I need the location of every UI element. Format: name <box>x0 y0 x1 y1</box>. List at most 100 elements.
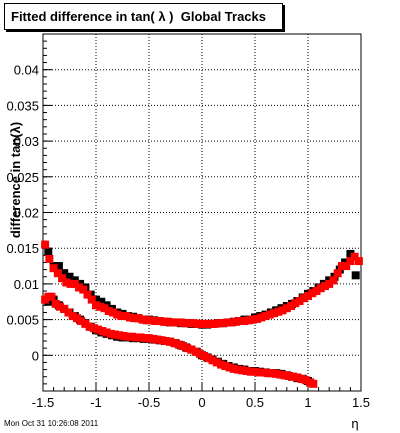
data-point <box>121 312 130 321</box>
title-box: Fitted difference in tan( λ ) Global Tra… <box>4 3 283 30</box>
y-tick-label: 0.03 <box>14 134 39 149</box>
x-tick-label: 0.5 <box>246 395 264 410</box>
chart-title: Fitted difference in tan( λ ) Global Tra… <box>11 9 266 24</box>
data-point <box>210 319 219 328</box>
data-point <box>304 292 312 301</box>
data-point <box>170 339 179 348</box>
data-point <box>98 327 107 336</box>
data-point <box>229 364 238 373</box>
plot-frame <box>42 33 362 392</box>
data-point <box>208 356 217 365</box>
x-tick-label: -1 <box>90 395 102 410</box>
data-point <box>168 318 177 327</box>
data-point <box>149 334 158 343</box>
data-point <box>45 254 54 263</box>
data-point <box>134 314 143 323</box>
data-point <box>219 319 228 328</box>
data-point <box>280 371 289 380</box>
y-tick-label: 0.015 <box>6 241 39 256</box>
data-point <box>227 318 236 327</box>
data-point <box>253 314 262 323</box>
data-point <box>113 310 122 319</box>
timestamp: Mon Oct 31 10:26:08 2011 <box>4 419 99 428</box>
data-point <box>111 330 120 339</box>
data-point <box>287 302 296 311</box>
data-point <box>102 328 111 337</box>
data-point <box>140 334 149 343</box>
data-point <box>270 309 279 318</box>
data-point <box>189 319 198 328</box>
data-point <box>282 304 291 313</box>
data-point <box>151 317 160 326</box>
data-point <box>96 302 105 311</box>
data-point <box>130 314 139 323</box>
data-point <box>251 367 259 376</box>
data-point <box>223 318 232 327</box>
data-point <box>212 358 221 367</box>
data-point <box>92 301 100 310</box>
x-axis-label: η <box>351 416 358 431</box>
data-point <box>97 297 106 306</box>
data-point <box>217 360 226 369</box>
data-point <box>174 340 183 349</box>
data-point <box>47 292 56 301</box>
data-point <box>225 363 234 372</box>
data-point <box>53 269 62 278</box>
data-point <box>242 367 251 376</box>
y-tick-label: 0.04 <box>14 63 39 78</box>
data-point <box>255 368 264 377</box>
data-point <box>221 362 230 371</box>
data-point <box>65 272 74 281</box>
data-point <box>157 336 166 345</box>
y-tick-label: 0.02 <box>14 206 39 221</box>
data-point <box>60 304 69 313</box>
data-point <box>181 319 190 328</box>
data-point <box>104 307 113 316</box>
data-point <box>244 316 253 325</box>
data-point <box>297 374 306 383</box>
data-point <box>77 317 86 326</box>
data-point <box>337 262 346 271</box>
data-point <box>198 319 206 328</box>
data-point <box>178 342 187 351</box>
data-point <box>291 299 300 308</box>
data-point <box>333 269 342 278</box>
data-point <box>329 276 338 285</box>
data-point <box>54 262 63 271</box>
data-point <box>85 322 94 331</box>
x-tick-label: 0 <box>198 395 205 410</box>
data-point <box>166 337 175 346</box>
data-point <box>100 304 109 313</box>
data-point <box>236 317 245 326</box>
data-point <box>274 307 283 316</box>
data-point <box>138 315 147 324</box>
data-point <box>195 349 204 358</box>
x-tick-label: 1 <box>304 395 311 410</box>
data-point <box>142 316 151 325</box>
data-point <box>284 372 293 381</box>
y-tick-label: 0 <box>32 348 39 363</box>
data-point <box>299 294 308 303</box>
data-point <box>72 314 81 323</box>
data-point <box>70 279 79 288</box>
data-point <box>89 324 98 333</box>
data-point <box>49 264 58 273</box>
data-point <box>246 367 255 376</box>
data-point <box>44 247 53 256</box>
data-point <box>301 376 310 385</box>
x-tick-label: -0.5 <box>138 395 160 410</box>
data-point <box>132 333 141 342</box>
x-tick-label: -1.5 <box>32 395 54 410</box>
data-point <box>257 313 266 322</box>
data-point <box>259 368 268 377</box>
data-point <box>265 310 274 319</box>
data-point <box>320 282 329 291</box>
data-point <box>68 312 77 321</box>
data-point <box>191 347 200 356</box>
data-point <box>316 284 325 293</box>
data-point <box>58 274 67 283</box>
data-point <box>117 312 126 321</box>
data-point <box>125 313 134 322</box>
data-point <box>94 325 103 334</box>
y-tick-label: 0.005 <box>6 313 39 328</box>
